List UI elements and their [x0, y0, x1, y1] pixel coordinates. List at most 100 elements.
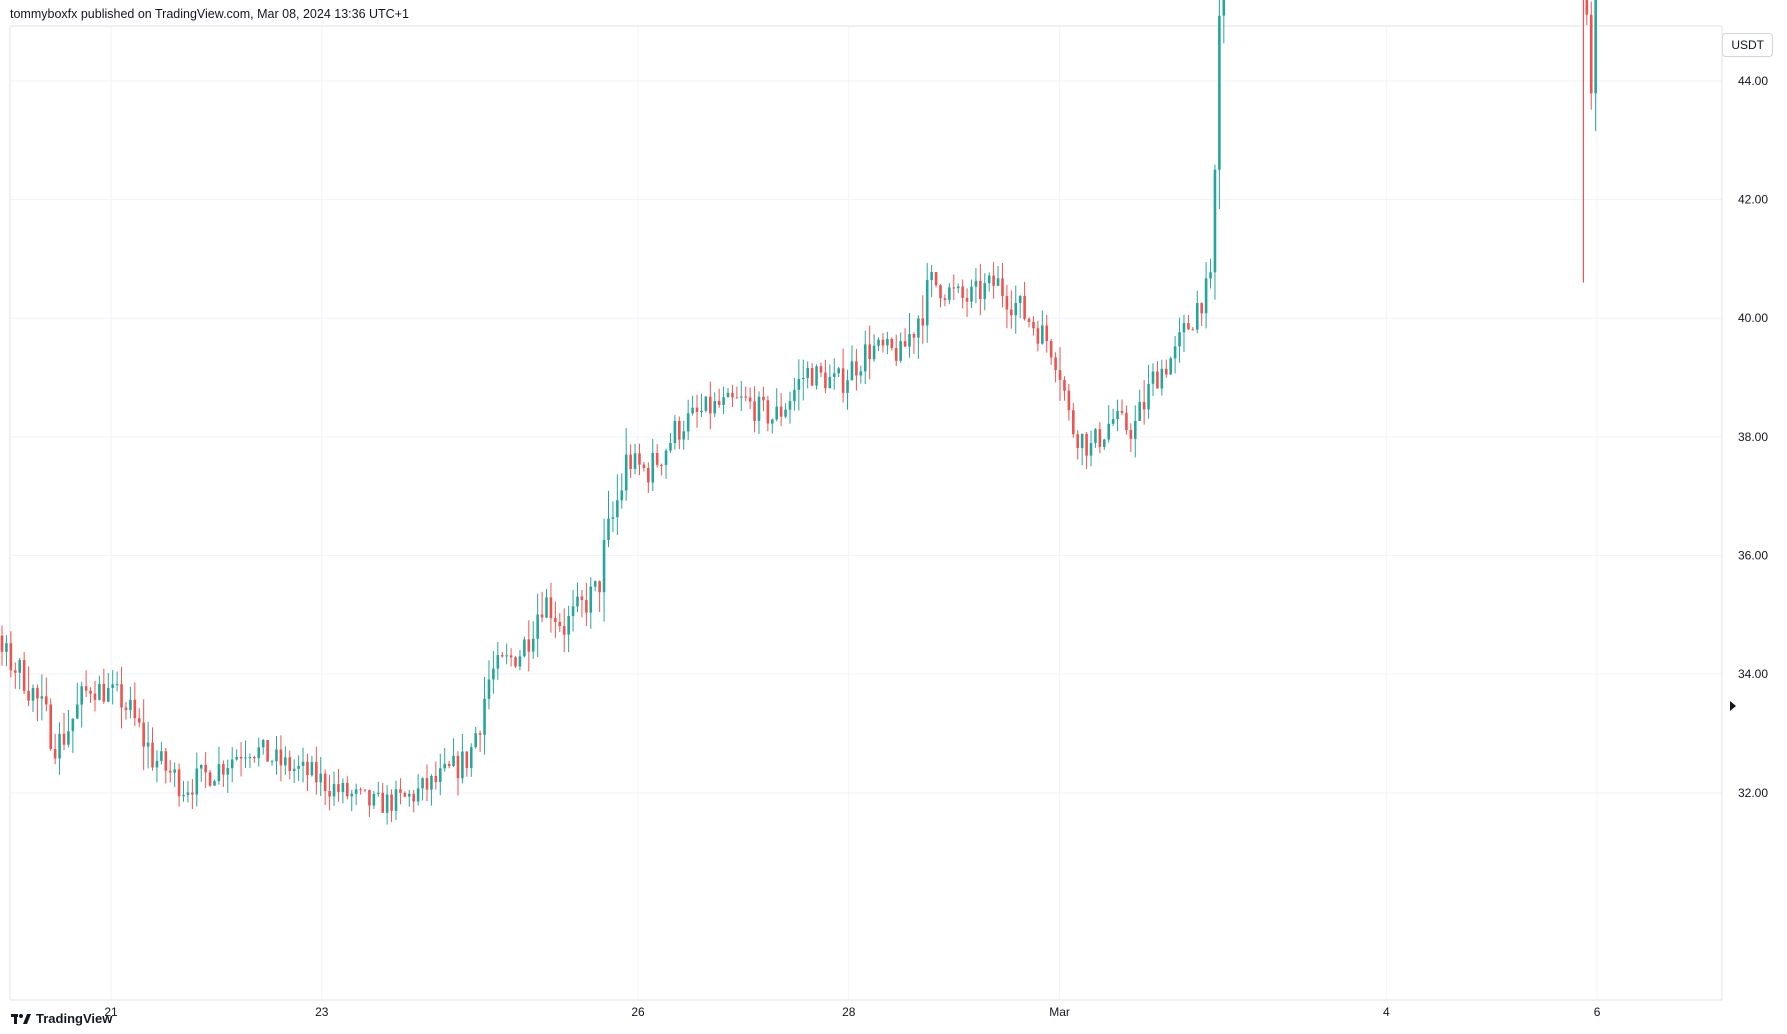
candle-body — [124, 707, 128, 711]
candle-body — [788, 401, 792, 410]
candle-body — [616, 500, 619, 518]
candle-body — [474, 733, 477, 748]
candle-body — [815, 366, 818, 386]
candle-body — [934, 271, 938, 286]
candle-body — [1023, 295, 1026, 319]
candle-body — [784, 409, 787, 417]
candle-body — [230, 759, 234, 769]
tradingview-footer[interactable]: TradingView — [10, 1011, 112, 1026]
x-tick-label: 21 — [104, 1005, 118, 1019]
candle-body — [558, 621, 562, 627]
candle-body — [195, 768, 199, 795]
candle-body — [1195, 303, 1199, 330]
candle-body — [598, 581, 601, 593]
candle-body — [735, 397, 739, 399]
candle-body — [810, 368, 814, 386]
candle-body — [779, 406, 783, 417]
x-tick-label: 4 — [1383, 1005, 1390, 1019]
x-tick-label: Mar — [1049, 1005, 1070, 1019]
candle-body — [36, 687, 39, 699]
candle-body — [381, 792, 385, 813]
candle-body — [753, 401, 756, 421]
y-tick-label: 32.00 — [1738, 786, 1768, 800]
candle-body — [182, 794, 185, 797]
candle-body — [399, 789, 402, 793]
currency-label[interactable]: USDT — [1722, 33, 1773, 57]
candle-body — [403, 792, 407, 797]
candle-body — [443, 763, 446, 769]
candle-body — [133, 699, 137, 719]
candle-body — [1036, 328, 1040, 344]
candle-body — [943, 298, 947, 300]
candle-body — [412, 793, 416, 802]
candle-body — [549, 597, 553, 619]
candle-body — [970, 286, 973, 302]
candle-body — [306, 761, 309, 776]
candle-body — [390, 794, 393, 811]
candle-body — [323, 773, 327, 792]
candle-body — [673, 420, 677, 443]
candle-body — [1001, 278, 1004, 297]
candle-body — [863, 344, 867, 372]
candle-body — [1200, 303, 1203, 314]
candle-body — [332, 784, 336, 797]
candle-body — [824, 372, 827, 389]
candle-body — [744, 396, 748, 398]
candle-body — [257, 747, 261, 759]
candle-body — [505, 655, 508, 657]
candle-body — [115, 684, 119, 686]
candle-body — [407, 793, 411, 797]
candle-body — [465, 751, 469, 769]
candle-body — [1005, 296, 1009, 310]
candle-body — [1054, 357, 1057, 371]
candle-body — [1209, 272, 1212, 279]
candle-body — [859, 371, 863, 376]
y-tick-label: 36.00 — [1738, 549, 1768, 563]
x-tick-label: 23 — [315, 1005, 329, 1019]
candle-body — [1080, 433, 1084, 449]
candle-body — [266, 740, 269, 762]
candle-body — [93, 693, 97, 700]
x-tick-label: 26 — [631, 1005, 645, 1019]
candle-body — [956, 286, 960, 289]
candle-body — [996, 278, 1000, 286]
candle-body — [1072, 410, 1075, 435]
candle-body — [611, 517, 615, 519]
candle-body — [297, 765, 300, 769]
candle-body — [129, 699, 132, 711]
candle-body — [1111, 419, 1115, 424]
candle-body — [554, 618, 557, 622]
candle-body — [1010, 309, 1013, 316]
candle-body — [199, 764, 203, 769]
candle-body — [500, 655, 504, 657]
candle-body — [1169, 358, 1172, 375]
candle-body — [881, 339, 885, 346]
candle-body — [1187, 323, 1190, 330]
candle-body — [992, 275, 995, 286]
candle-body — [155, 760, 159, 768]
candle-body — [593, 581, 597, 587]
candle-body — [832, 373, 836, 377]
candle-body — [899, 341, 902, 361]
candle-body — [775, 406, 779, 420]
candle-body — [793, 389, 796, 402]
candle-body — [261, 740, 265, 748]
candle-body — [244, 757, 247, 759]
candle-body — [770, 419, 774, 424]
candle-body — [487, 679, 491, 699]
candle-body — [1125, 412, 1128, 431]
candle-body — [483, 698, 486, 735]
candle-body — [226, 768, 230, 775]
candle-body — [452, 755, 455, 766]
candle-body — [1182, 323, 1186, 333]
candle-body — [376, 792, 380, 794]
candle-body — [1138, 402, 1142, 421]
candle-body — [801, 377, 805, 379]
candle-body — [576, 596, 579, 607]
candle-body — [106, 687, 110, 702]
candle-body — [908, 334, 911, 347]
candle-body — [545, 597, 548, 618]
candle-body — [691, 407, 694, 414]
candle-body — [1032, 321, 1035, 329]
